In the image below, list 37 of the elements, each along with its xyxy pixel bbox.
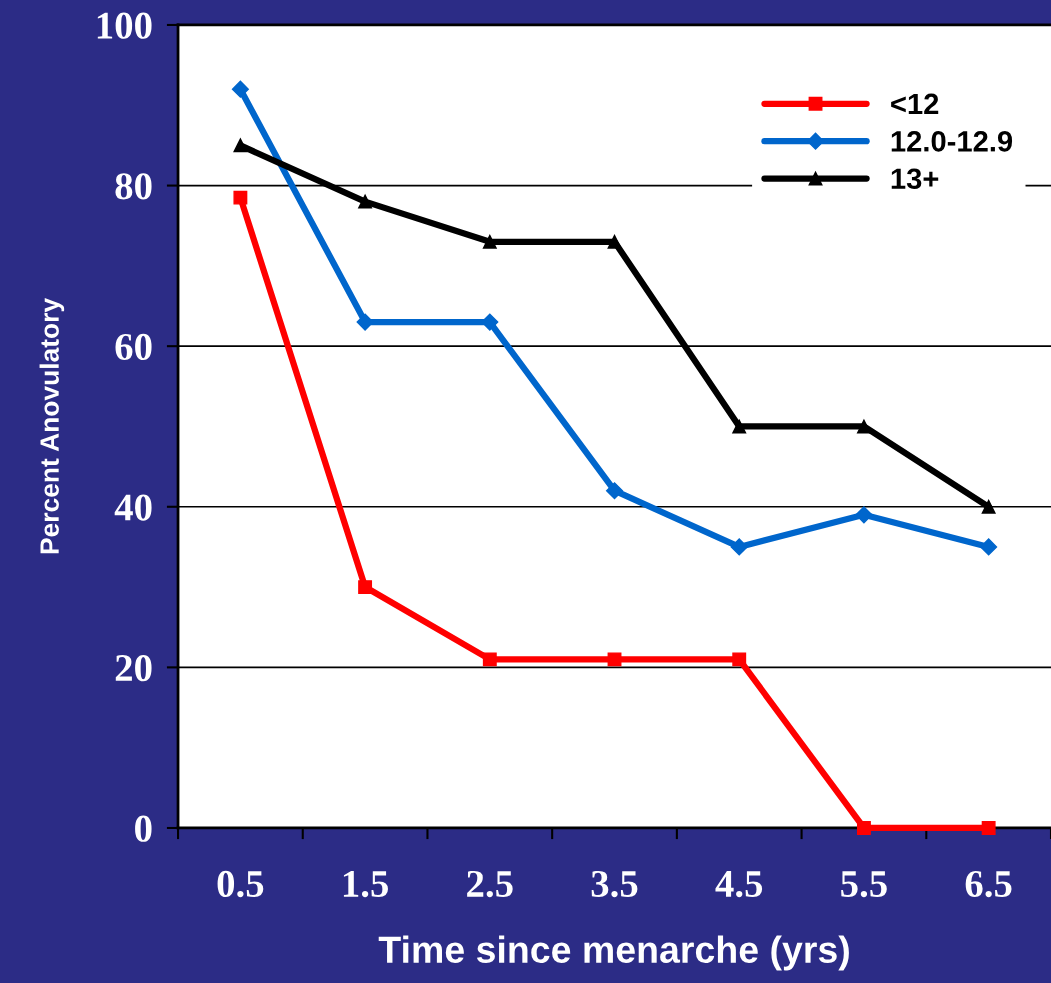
y-tick-label: 60 [115, 333, 152, 361]
legend-label: <12 [891, 93, 939, 114]
x-tick-label: 2.5 [467, 870, 513, 898]
x-axis-title: Time since menarche (yrs) [378, 935, 849, 971]
point [233, 138, 248, 153]
point [231, 80, 249, 98]
y-tick-label: 20 [115, 655, 152, 682]
x-tick-label: 1.5 [343, 870, 388, 898]
x-tick-label: 6.5 [965, 870, 1012, 898]
point [482, 652, 497, 667]
legend-label: 12.0-12.9 [891, 131, 1013, 152]
y-tick-label: 100 [97, 12, 152, 39]
point [855, 506, 873, 524]
x-tick-label: 4.5 [715, 871, 763, 898]
point [358, 580, 373, 595]
point [856, 419, 871, 434]
y-tick-label: 40 [114, 494, 152, 521]
x-tick-label: 3.5 [591, 870, 638, 898]
point [981, 499, 996, 514]
point [730, 538, 748, 556]
point [233, 190, 248, 205]
point [856, 821, 871, 835]
point [607, 652, 622, 667]
y-tick-label: 0 [135, 815, 152, 842]
y-tick-label: 80 [115, 173, 152, 200]
point [732, 419, 747, 434]
point [358, 194, 373, 209]
point [607, 234, 622, 249]
point [981, 821, 996, 835]
point [980, 538, 998, 556]
legend-label: 13+ [891, 168, 939, 190]
point [605, 482, 624, 500]
x-tick-label: 5.5 [841, 871, 887, 898]
x-tick-label: 0.5 [217, 870, 264, 898]
y-axis-title: Percent Anovulatory [39, 298, 65, 554]
point [482, 234, 497, 249]
point [732, 652, 747, 667]
